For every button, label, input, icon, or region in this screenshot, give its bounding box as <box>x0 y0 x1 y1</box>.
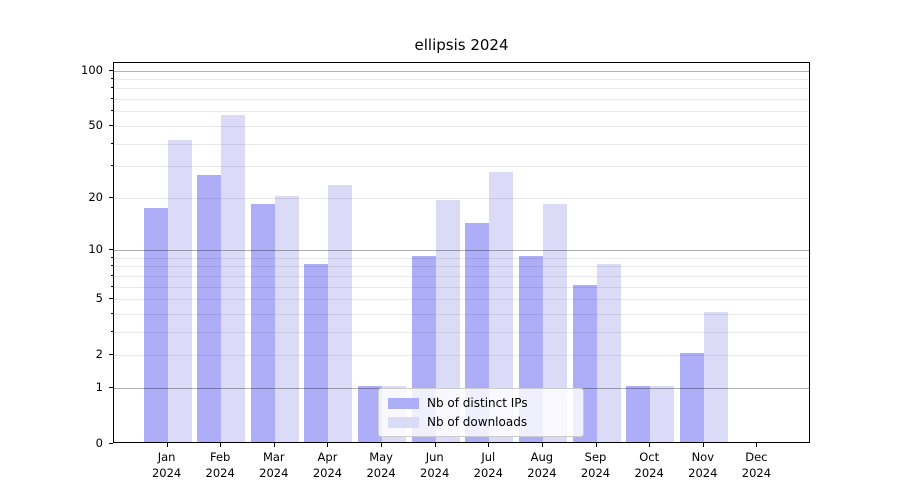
y-tick <box>109 197 113 198</box>
y-tick-label: 0 <box>95 436 103 450</box>
bar-downloads <box>274 195 299 442</box>
plot-area <box>113 62 810 443</box>
x-tick-label: Apr 2024 <box>312 450 343 480</box>
gridline <box>114 99 809 100</box>
y-minor-tick <box>111 98 113 99</box>
x-tick-label: Sep 2024 <box>580 450 611 480</box>
bar-distinct-ips <box>143 208 168 442</box>
bar-downloads <box>328 184 353 442</box>
gridline <box>114 299 809 300</box>
x-tick <box>274 443 275 447</box>
gridline <box>114 258 809 259</box>
y-minor-tick <box>111 143 113 144</box>
bar-downloads <box>650 385 675 442</box>
y-minor-tick <box>111 275 113 276</box>
legend-label-distinct-ips: Nb of distinct IPs <box>427 396 528 410</box>
bar-distinct-ips <box>197 175 222 442</box>
legend-label-downloads: Nb of downloads <box>427 415 528 429</box>
x-tick-label: Feb 2024 <box>205 450 235 480</box>
y-tick <box>109 354 113 355</box>
legend: Nb of distinct IPs Nb of downloads <box>378 388 584 437</box>
y-tick <box>109 125 113 126</box>
gridline <box>114 111 809 112</box>
gridline <box>114 198 809 199</box>
x-tick <box>756 443 757 447</box>
x-tick <box>488 443 489 447</box>
x-tick <box>220 443 221 447</box>
x-tick <box>649 443 650 447</box>
legend-item-downloads: Nb of downloads <box>388 415 574 429</box>
gridline <box>114 314 809 315</box>
x-tick-label: Jun 2024 <box>420 450 450 480</box>
y-minor-tick <box>111 331 113 332</box>
y-tick <box>109 249 113 250</box>
x-tick-label: Aug 2024 <box>527 450 557 480</box>
y-minor-tick <box>111 87 113 88</box>
gridline <box>114 266 809 267</box>
bar-distinct-ips <box>304 264 329 442</box>
y-minor-tick <box>111 286 113 287</box>
bar-downloads <box>703 311 728 442</box>
x-tick-label: Oct 2024 <box>634 450 664 480</box>
y-minor-tick <box>111 265 113 266</box>
y-minor-tick <box>111 110 113 111</box>
chart-title: ellipsis 2024 <box>414 36 509 54</box>
y-tick-label: 10 <box>88 242 103 256</box>
y-tick <box>109 387 113 388</box>
x-tick <box>327 443 328 447</box>
y-tick-label: 5 <box>95 291 103 305</box>
bar-distinct-ips <box>679 353 704 442</box>
gridline <box>114 144 809 145</box>
gridline <box>114 332 809 333</box>
x-tick <box>703 443 704 447</box>
gridline <box>114 166 809 167</box>
bar-downloads <box>221 114 246 442</box>
y-tick <box>109 70 113 71</box>
legend-item-distinct-ips: Nb of distinct IPs <box>388 396 574 410</box>
x-tick-label: Nov 2024 <box>688 450 718 480</box>
x-tick <box>596 443 597 447</box>
gridline <box>114 355 809 356</box>
bar-distinct-ips <box>626 385 651 442</box>
x-tick <box>542 443 543 447</box>
x-tick-label: Jul 2024 <box>473 450 503 480</box>
y-minor-tick <box>111 313 113 314</box>
x-tick-label: May 2024 <box>366 450 396 480</box>
gridline <box>114 287 809 288</box>
gridline <box>114 71 809 72</box>
bar-distinct-ips <box>250 203 275 442</box>
gridline <box>114 79 809 80</box>
gridline <box>114 126 809 127</box>
x-tick-label: Mar 2024 <box>259 450 289 480</box>
x-tick <box>435 443 436 447</box>
gridline <box>114 276 809 277</box>
gridline <box>114 250 809 251</box>
legend-swatch-distinct-ips <box>388 397 419 409</box>
y-tick-label: 1 <box>95 379 103 394</box>
y-tick <box>109 298 113 299</box>
y-minor-tick <box>111 78 113 79</box>
y-tick-label: 2 <box>95 347 103 362</box>
bar-downloads <box>596 264 621 442</box>
x-tick-label: Jan 2024 <box>151 450 182 480</box>
y-tick-label: 50 <box>88 117 103 132</box>
y-minor-tick <box>111 165 113 166</box>
gridline <box>114 88 809 89</box>
y-tick-label: 20 <box>88 189 103 204</box>
legend-swatch-downloads <box>388 416 419 428</box>
x-tick-label: Dec 2024 <box>741 450 772 480</box>
x-tick <box>381 443 382 447</box>
bar-downloads <box>167 139 192 442</box>
y-minor-tick <box>111 257 113 258</box>
y-tick-label: 100 <box>81 62 103 77</box>
x-tick <box>167 443 168 447</box>
y-tick <box>109 443 113 444</box>
